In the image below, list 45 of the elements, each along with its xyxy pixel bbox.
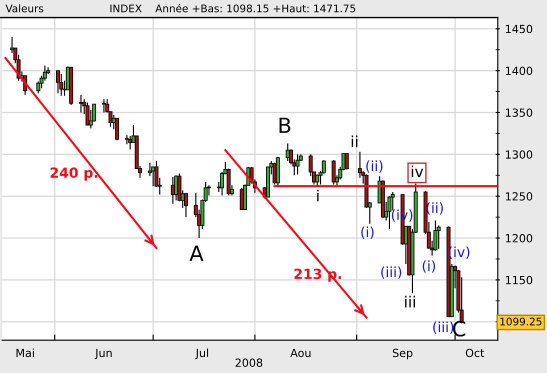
candlestick: [102, 98, 106, 114]
y-tick-label: 1400: [506, 66, 532, 76]
annotation: iii: [405, 296, 415, 308]
candlestick: [433, 220, 438, 252]
candlestick: [174, 174, 178, 201]
y-tick-label: 1200: [506, 234, 532, 242]
annotation: (i): [361, 226, 374, 239]
y-tick-label: 1350: [506, 108, 532, 117]
candlestick: [436, 224, 441, 250]
candlestick: [344, 152, 349, 170]
chart-title: Valeurs: [6, 4, 44, 12]
y-tick-label: 1300: [506, 150, 532, 159]
candlestick: [86, 102, 90, 126]
x-tick-label: Jul: [195, 348, 208, 360]
annotation: (i): [422, 260, 436, 273]
annotation: iv: [412, 166, 424, 178]
x-tick-label: Mai: [16, 348, 34, 358]
annotation: A: [189, 246, 204, 261]
x-axis-title: 2008: [236, 358, 262, 367]
annotation: 240 p.: [50, 167, 98, 181]
text: 1099.25: [500, 318, 542, 326]
annotation: (iii): [381, 266, 402, 279]
annotation: ii: [352, 136, 358, 148]
y-tick-label: 1450: [506, 24, 532, 34]
candlestick: [387, 196, 392, 230]
candlestick: [115, 118, 120, 141]
candlestick: [286, 142, 290, 162]
y-tick-label: 1250: [506, 192, 532, 201]
candlestick: [315, 174, 320, 188]
candlestick: [332, 160, 336, 186]
chart-subtitle: INDEX Année +Bas: 1098.15 +Haut: 1471.75: [110, 4, 356, 12]
annotation: (ii): [366, 160, 382, 173]
x-tick-label: Sep: [392, 348, 412, 360]
y-tick-label: 1150: [506, 276, 532, 284]
x-tick-label: Oct: [466, 348, 484, 358]
annotation: (iii): [433, 322, 454, 334]
candlestick: [296, 154, 300, 175]
x-tick-label: Aou: [290, 348, 310, 358]
annotation: C: [453, 320, 466, 337]
annotation: B: [280, 118, 290, 133]
annotation: i: [317, 190, 319, 202]
candlestick: [151, 166, 156, 187]
candlestick: [184, 192, 188, 218]
candlestick: [56, 70, 60, 94]
x-tick-label: Jun: [94, 348, 112, 360]
